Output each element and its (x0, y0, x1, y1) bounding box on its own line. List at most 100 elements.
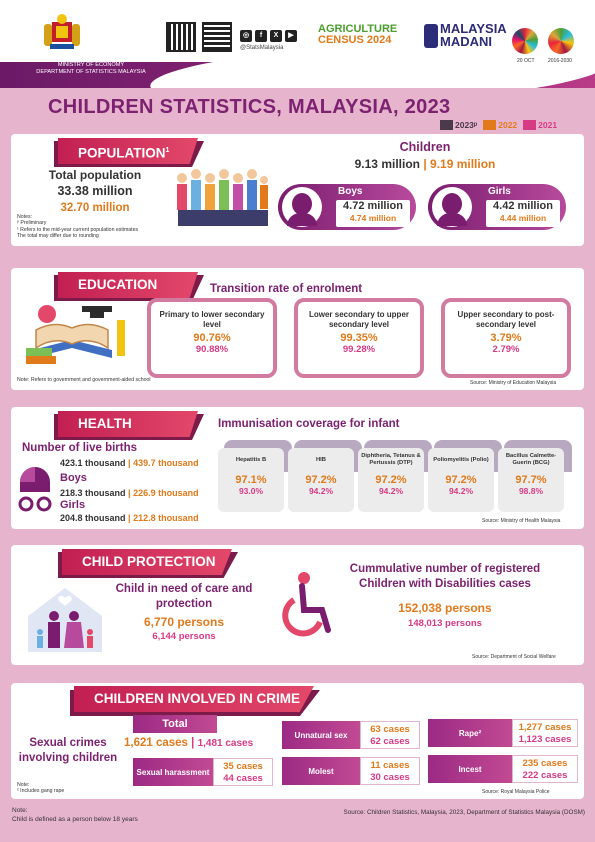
madani-icon (424, 24, 438, 48)
ministry-line1: MINISTRY OF ECONOMY (57, 62, 125, 68)
disability-2023: 152,038 persons (398, 601, 492, 615)
edu-box-label: Primary to lower secondary level (159, 310, 265, 329)
qr-code-icon[interactable] (202, 22, 232, 52)
footer-note-label: Note: (12, 807, 28, 814)
crime-item-label: Molest (282, 757, 360, 785)
crime-item-2022: 30 cases (370, 772, 410, 783)
girls-label: Girls (488, 186, 511, 197)
crime-total-values: 1,621 cases | 1,481 cases (124, 737, 254, 749)
agri-line2: CENSUS 2024 (318, 34, 392, 46)
qr-code-icon[interactable] (166, 22, 196, 52)
live-births-2022: 439.7 thousand (133, 458, 199, 468)
note-line: The total may differ due to rounding (17, 233, 99, 240)
legend-swatch (483, 120, 497, 130)
vaccine-label: Bacillus Calmette-Guerin (BCG) (505, 453, 557, 466)
total-population-2023: 33.38 million (57, 184, 133, 198)
health-girls-values: 204.8 thousand | 212.8 thousand (60, 513, 199, 523)
crime-item-2023: 63 cases (370, 724, 410, 735)
children-2023: 9.13 million (354, 157, 420, 171)
care-protection-block: Child in need of care and protection 6,7… (114, 582, 254, 642)
care-2022: 6,144 persons (152, 631, 216, 642)
instagram-icon[interactable]: ◎ (240, 30, 252, 42)
vaccine-card-polio: Poliomyelitis (Polio) 97.2% 94.2% (428, 448, 494, 512)
footer-note-text: Child is defined as a person below 18 ye… (12, 816, 138, 823)
health-boys-2023: 218.3 thousand (60, 488, 126, 498)
footer-note: Note: Child is defined as a person below… (12, 806, 138, 824)
children-total: Children 9.13 million | 9.19 million (330, 140, 520, 171)
education-source: Source: Ministry of Education Malaysia (470, 380, 557, 386)
crime-item-label: Incest (428, 755, 512, 783)
crime-source: Source: Royal Malaysia Police (482, 789, 550, 795)
page-title: CHILDREN STATISTICS, MALAYSIA, 2023 (48, 96, 451, 118)
vaccine-2023: 97.2% (445, 474, 477, 486)
family-home-icon (28, 588, 102, 652)
girls-2022: 4.44 million (499, 213, 547, 223)
protection-source: Source: Department of Social Welfare (472, 654, 556, 660)
crime-total-2023: 1,621 cases (124, 737, 188, 749)
agri-line1: AGRICULTURE (318, 23, 398, 35)
vaccine-2022: 93.0% (238, 486, 264, 496)
madani-line1: MALAYSIA (440, 21, 507, 36)
care-label: Child in need of care and protection (115, 583, 253, 610)
crime-item-2022: 1,123 cases (518, 734, 572, 745)
legend-item: 2021 (523, 120, 557, 130)
sdg-wheel-icon (548, 28, 574, 54)
note-line: ᵖ Preliminary (17, 220, 47, 227)
social-icons: ◎ f X ▶ (240, 30, 297, 42)
note-line: Note: (17, 782, 30, 788)
legend-label: 2022 (498, 120, 518, 130)
social-handle: @StatsMalaysia (240, 45, 284, 51)
live-births-label: Number of live births (22, 442, 138, 454)
children-group-icon (177, 169, 268, 226)
health-boys-values: 218.3 thousand | 226.9 thousand (60, 488, 199, 498)
edu-box-label: Upper secondary to post-secondary level (457, 310, 555, 329)
population-notes: Notes: ᵖ Preliminary ¹ Refers to the mid… (17, 214, 138, 240)
youtube-icon[interactable]: ▶ (285, 30, 297, 42)
edu-box-2022: 99.28% (342, 344, 376, 355)
x-icon[interactable]: X (270, 30, 282, 42)
crime-item-values: 11 cases 30 cases (360, 757, 420, 785)
population-heading-text: POPULATION (78, 145, 166, 161)
children-label: Children (399, 140, 451, 154)
crime-item-label: Rape² (428, 719, 512, 747)
legend-label: 2023ᵖ (455, 120, 478, 130)
wheelchair-icon (282, 572, 331, 637)
legend-label: 2021 (538, 120, 558, 130)
boys-2023: 4.72 million (343, 200, 403, 212)
edu-box-primary: Primary to lower secondary level 90.76% … (147, 298, 277, 378)
boys-values: 4.72 million 4.74 million (336, 200, 410, 227)
sdg-date2: 2016-2030 (548, 58, 572, 64)
education-books-icon (26, 305, 125, 364)
legend-item: 2022 (483, 120, 517, 130)
note-line: ² Includes gang rape (17, 788, 65, 795)
total-population-2022: 32.70 million (60, 202, 130, 214)
vaccine-label: Poliomyelitis (Polio) (433, 456, 489, 463)
facebook-icon[interactable]: f (255, 30, 267, 42)
protection-heading: CHILD PROTECTION (62, 549, 232, 575)
world-statistics-day-icon (512, 28, 538, 54)
edu-box-lower-secondary: Lower secondary to upper secondary level… (294, 298, 424, 378)
edu-box-2022: 2.79% (492, 344, 520, 355)
girl-icon (432, 187, 472, 227)
crime-heading: CHILDREN INVOLVED IN CRIME (74, 686, 314, 712)
vaccine-label: HIB (316, 456, 326, 463)
education-subtitle: Transition rate of enrolment (210, 283, 363, 295)
boy-icon (282, 187, 322, 227)
boys-2022: 4.74 million (349, 213, 397, 223)
health-boys-2022: 226.9 thousand (133, 488, 199, 498)
crime-item-values: 63 cases 62 cases (360, 721, 420, 749)
crime-item-2022: 222 cases (522, 770, 568, 781)
health-heading: HEALTH (58, 411, 198, 437)
edu-box-2023: 3.79% (490, 332, 522, 344)
agriculture-census-logo: AGRICULTURE CENSUS 2024 (318, 24, 397, 46)
vaccine-card-bcg: Bacillus Calmette-Guerin (BCG) 97.7% 98.… (498, 448, 564, 512)
live-births-values: 423.1 thousand | 439.7 thousand (60, 458, 199, 468)
girls-2023: 4.42 million (493, 200, 553, 212)
disability-block: Cummulative number of registered Childre… (340, 562, 550, 629)
vaccine-2023: 97.7% (515, 474, 547, 486)
total-population-label: Total population (48, 168, 142, 182)
malaysia-crest-icon (44, 14, 80, 49)
vaccine-2023: 97.1% (235, 474, 267, 486)
vaccine-2022: 94.2% (378, 486, 404, 496)
children-2022: 9.19 million (430, 157, 496, 171)
